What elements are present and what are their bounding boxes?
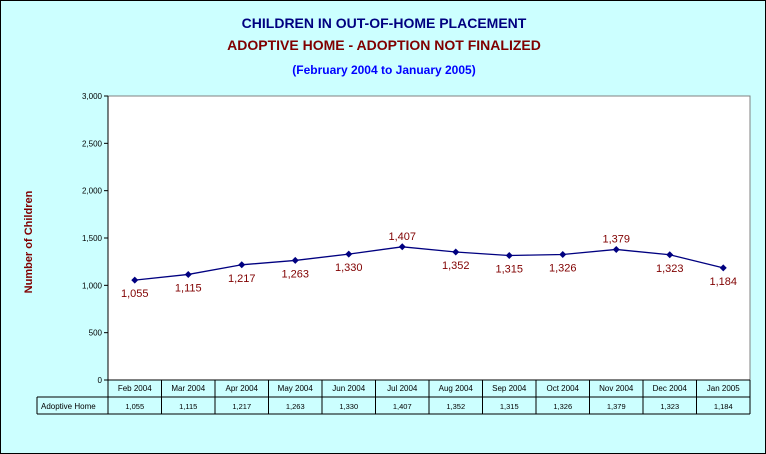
data-label: 1,330 (335, 262, 363, 274)
table-value: 1,263 (286, 402, 305, 411)
data-label: 1,184 (709, 276, 737, 288)
table-value: 1,115 (179, 402, 197, 411)
data-label: 1,352 (442, 260, 470, 272)
x-tick-label: Jun 2004 (332, 384, 365, 393)
x-tick-label: May 2004 (278, 384, 314, 393)
series-line (134, 246, 724, 281)
x-tick-label: Mar 2004 (171, 384, 205, 393)
table-value: 1,352 (446, 402, 465, 411)
table-value: 1,184 (714, 402, 733, 411)
y-tick-label: 1,500 (82, 234, 103, 243)
y-tick-label: 0 (98, 376, 103, 385)
table-value: 1,407 (393, 402, 412, 411)
y-tick-label: 500 (89, 329, 103, 338)
data-point (719, 264, 727, 272)
data-point (291, 256, 299, 264)
data-label: 1,055 (121, 288, 149, 300)
y-tick-label: 3,000 (82, 92, 103, 101)
data-label: 1,217 (228, 273, 256, 285)
x-tick-label: Jul 2004 (387, 384, 418, 393)
table-value: 1,217 (232, 402, 251, 411)
data-point (666, 251, 674, 259)
table-value: 1,326 (553, 402, 572, 411)
plot-area (107, 95, 751, 381)
data-label: 1,315 (495, 264, 523, 276)
data-label: 1,379 (602, 233, 630, 245)
data-point (612, 245, 620, 253)
x-tick-label: Dec 2004 (653, 384, 688, 393)
table-value: 1,330 (339, 402, 358, 411)
table-value: 1,055 (125, 402, 144, 411)
y-tick-label: 2,500 (82, 139, 103, 148)
chart-title: CHILDREN IN OUT-OF-HOME PLACEMENT (241, 15, 527, 31)
x-tick-label: Oct 2004 (547, 384, 580, 393)
data-label: 1,115 (175, 282, 202, 294)
x-tick-label: Aug 2004 (439, 384, 474, 393)
data-point (131, 276, 139, 284)
data-point (398, 243, 406, 251)
data-label: 1,326 (549, 262, 577, 274)
x-tick-label: Feb 2004 (118, 384, 152, 393)
x-tick-label: Nov 2004 (599, 384, 634, 393)
data-label: 1,323 (656, 263, 684, 275)
table-series-name: Adoptive Home (41, 402, 96, 411)
x-tick-label: Apr 2004 (226, 384, 259, 393)
data-label: 1,263 (281, 268, 309, 280)
x-tick-label: Sep 2004 (492, 384, 527, 393)
table-value: 1,379 (607, 402, 626, 411)
data-point (452, 248, 460, 256)
data-point (559, 250, 567, 258)
y-tick-label: 2,000 (82, 187, 103, 196)
table-value: 1,323 (660, 402, 679, 411)
data-point (345, 250, 353, 258)
chart-subtitle: ADOPTIVE HOME - ADOPTION NOT FINALIZED (227, 37, 541, 53)
data-point (238, 261, 246, 269)
data-point (184, 270, 192, 278)
table-value: 1,315 (500, 402, 519, 411)
data-point (505, 252, 513, 260)
data-label: 1,407 (388, 231, 416, 243)
x-tick-label: Jan 2005 (707, 384, 740, 393)
chart-period: (February 2004 to January 2005) (292, 63, 476, 77)
y-tick-label: 1,000 (82, 281, 103, 290)
